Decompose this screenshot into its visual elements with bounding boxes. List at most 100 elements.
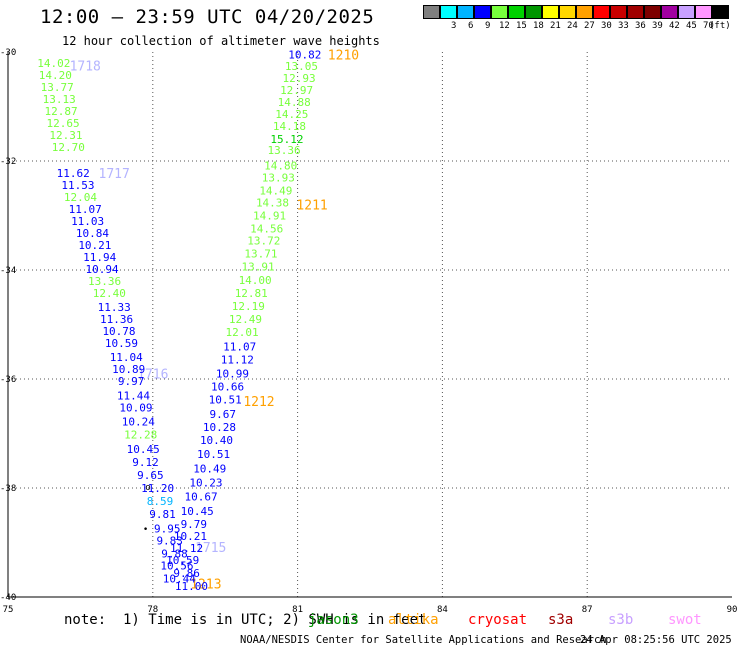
wave-height-point: 11.07 <box>223 340 256 353</box>
wave-height-point: 9.86 <box>173 567 200 580</box>
color-scale-swatch <box>491 5 508 19</box>
color-scale-label: 6 <box>468 21 474 31</box>
wave-height-point: 13.05 <box>285 60 318 73</box>
color-scale-swatch <box>627 5 644 19</box>
wave-height-point: 11.12 <box>170 542 203 555</box>
color-scale-swatch <box>542 5 559 19</box>
wave-height-point: 13.71 <box>244 248 277 261</box>
wave-height-point: 10.51 <box>197 448 230 461</box>
color-scale-label: 3 <box>451 21 457 31</box>
wave-height-point: 11.04 <box>110 351 143 364</box>
wave-height-point: 13.36 <box>268 144 301 157</box>
wave-height-point: 14.88 <box>278 96 311 109</box>
color-scale-label: 36 <box>635 21 646 31</box>
wave-height-point: 10.51 <box>209 394 242 407</box>
wave-height-point: 14.18 <box>273 120 306 133</box>
color-scale-label: 12 <box>499 21 510 31</box>
color-scale-swatch <box>559 5 576 19</box>
x-tick-label: 90 <box>727 605 738 615</box>
wave-height-point: 10.45 <box>127 443 160 456</box>
wave-height-point: 11.62 <box>57 167 90 180</box>
color-scale-label: 9 <box>485 21 491 31</box>
wave-height-point: 10.66 <box>211 381 244 394</box>
location-marker: • <box>143 525 148 535</box>
wave-height-point: 10.82 <box>288 49 321 62</box>
wave-height-point: 11.00 <box>175 580 208 593</box>
wave-height-point: 13.77 <box>41 81 74 94</box>
wave-height-point: 8.59 <box>147 495 174 508</box>
wave-height-point: 10.40 <box>200 434 233 447</box>
wave-height-point: 12.19 <box>232 300 265 313</box>
wave-height-point: 9.83 <box>156 534 183 547</box>
color-scale-swatch <box>695 5 712 19</box>
wave-height-point: 13.72 <box>247 235 280 248</box>
wave-height-point: 11.36 <box>100 313 133 326</box>
wave-height-point: 12.97 <box>280 84 313 97</box>
wave-height-point: 9.79 <box>181 518 208 531</box>
wave-height-point: 12.93 <box>282 72 315 85</box>
color-scale-swatch <box>593 5 610 19</box>
wave-height-point: 11.94 <box>83 251 116 264</box>
wave-height-point: 11.33 <box>98 301 131 314</box>
color-scale-swatch <box>644 5 661 19</box>
wave-height-point: 11.03 <box>71 215 104 228</box>
color-scale-label: 39 <box>652 21 663 31</box>
satellite-jason3: jason3 <box>308 612 359 628</box>
wave-height-point: 12.40 <box>93 287 126 300</box>
wave-height-point: 14.38 <box>256 196 289 209</box>
wave-height-point: 9.95 <box>154 522 181 535</box>
wave-height-point: 11.12 <box>221 353 254 366</box>
satellite-cryosat: cryosat <box>468 612 528 628</box>
color-scale-label: 45 <box>686 21 697 31</box>
wave-height-point: 10.28 <box>203 421 236 434</box>
wave-height-point: 12.31 <box>49 129 82 142</box>
color-scale-label: 18 <box>533 21 544 31</box>
track-label-1212: 1212 <box>243 395 274 410</box>
wave-height-point: 9.81 <box>149 508 176 521</box>
wave-height-point: 10.67 <box>185 491 218 504</box>
wave-height-point: 12.87 <box>45 105 78 118</box>
color-scale-label: 33 <box>618 21 629 31</box>
wave-height-point: 12.28 <box>124 429 157 442</box>
wave-height-point: 10.56 <box>160 559 193 572</box>
wave-height-point: 10.21 <box>174 530 207 543</box>
color-scale-label: 30 <box>601 21 612 31</box>
wave-height-point: 10.24 <box>122 416 155 429</box>
wave-height-point: 14.56 <box>250 223 283 236</box>
page-subtitle: 12 hour collection of altimeter wave hei… <box>62 34 380 48</box>
x-tick-label: 78 <box>147 605 158 615</box>
wave-height-point: 14.25 <box>275 108 308 121</box>
color-scale-swatch <box>474 5 491 19</box>
wave-height-point: 12.81 <box>235 287 268 300</box>
wave-height-point: 12.49 <box>229 313 262 326</box>
wave-height-point: 13.93 <box>262 171 295 184</box>
wave-height-point: 10.49 <box>193 462 226 475</box>
wave-height-point: 15.12 <box>270 133 303 146</box>
footer-note: note: 1) Time is in UTC; 2) SWH is in fe… <box>64 612 427 628</box>
color-scale-swatch <box>423 5 440 19</box>
color-scale-label: 15 <box>516 21 527 31</box>
wave-height-point: 10.59 <box>105 337 138 350</box>
color-scale-unit: (ft) <box>709 21 731 31</box>
color-scale-swatch <box>525 5 542 19</box>
wave-height-point: 10.78 <box>102 325 135 338</box>
wave-height-point: 10.94 <box>86 263 119 276</box>
wave-height-point: 10.89 <box>112 363 145 376</box>
track-label-1718: 1718 <box>70 60 101 75</box>
color-scale-label: 42 <box>669 21 680 31</box>
wave-height-point: 12.04 <box>64 191 97 204</box>
color-scale-swatch <box>661 5 678 19</box>
color-scale-label: 21 <box>550 21 561 31</box>
wave-height-point: 10.09 <box>119 401 152 414</box>
wave-height-point: 9.88 <box>161 547 188 560</box>
credit-line: NOAA/NESDIS Center for Satellite Applica… <box>240 634 607 646</box>
page-title: 12:00 — 23:59 UTC 04/20/2025 <box>40 6 375 28</box>
color-scale-swatch <box>508 5 525 19</box>
track-label-1213: 1213 <box>190 577 221 592</box>
satellite-s3b: s3b <box>608 612 634 628</box>
wave-height-point: 11.07 <box>69 203 102 216</box>
wave-height-point: 10.59 <box>166 554 199 567</box>
x-tick-label: 84 <box>437 605 448 615</box>
color-scale-swatch <box>457 5 474 19</box>
